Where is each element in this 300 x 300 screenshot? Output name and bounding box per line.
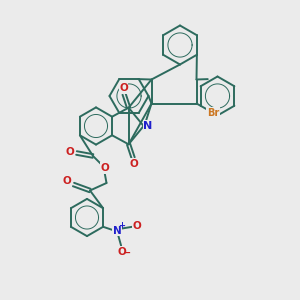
- Text: O: O: [117, 247, 126, 257]
- Text: N: N: [113, 226, 122, 236]
- Text: +: +: [118, 221, 125, 230]
- Text: O: O: [65, 146, 74, 157]
- Text: Br: Br: [207, 107, 219, 118]
- Text: O: O: [129, 159, 138, 169]
- Text: −: −: [123, 248, 131, 258]
- Text: O: O: [100, 163, 109, 173]
- Text: N: N: [143, 121, 153, 131]
- Text: O: O: [132, 221, 141, 231]
- Text: O: O: [119, 83, 128, 93]
- Text: O: O: [62, 176, 71, 187]
